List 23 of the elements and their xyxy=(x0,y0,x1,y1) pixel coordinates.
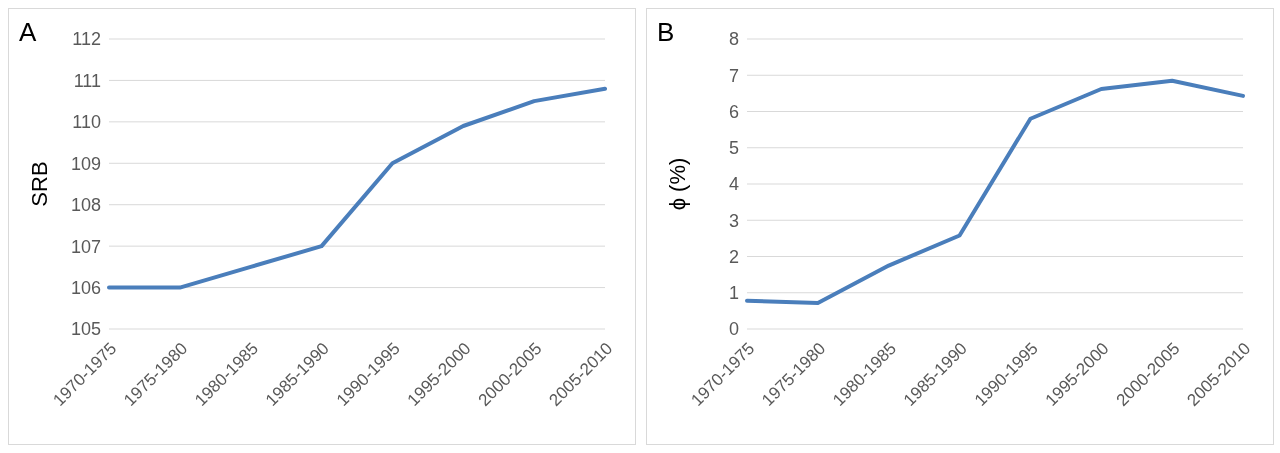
chart-title: A xyxy=(19,17,37,48)
y-tick-label: 0 xyxy=(728,319,739,340)
y-tick-label: 107 xyxy=(70,236,101,257)
line-series xyxy=(745,78,1245,305)
y-tick-label: 2 xyxy=(728,246,739,267)
y-tick-label: 1 xyxy=(728,283,739,304)
y-tick-label: 112 xyxy=(72,29,101,50)
y-tick-label: 111 xyxy=(73,70,101,91)
y-tick-label: 3 xyxy=(728,210,739,231)
y-axis-title: ϕ (%) xyxy=(664,157,690,211)
line-series xyxy=(107,86,607,290)
y-tick-label: 7 xyxy=(728,65,739,86)
y-tick-label: 109 xyxy=(70,153,101,174)
y-tick-label: 4 xyxy=(728,174,739,195)
y-tick-label: 105 xyxy=(70,319,101,340)
chart-title: B xyxy=(657,17,675,48)
y-axis-title: SRB xyxy=(26,161,52,207)
y-tick-label: 110 xyxy=(72,112,101,133)
y-tick-label: 106 xyxy=(70,277,101,298)
y-tick-label: 8 xyxy=(728,29,739,50)
y-tick-label: 108 xyxy=(70,195,101,216)
y-tick-label: 6 xyxy=(728,101,739,122)
y-tick-label: 5 xyxy=(728,138,739,159)
